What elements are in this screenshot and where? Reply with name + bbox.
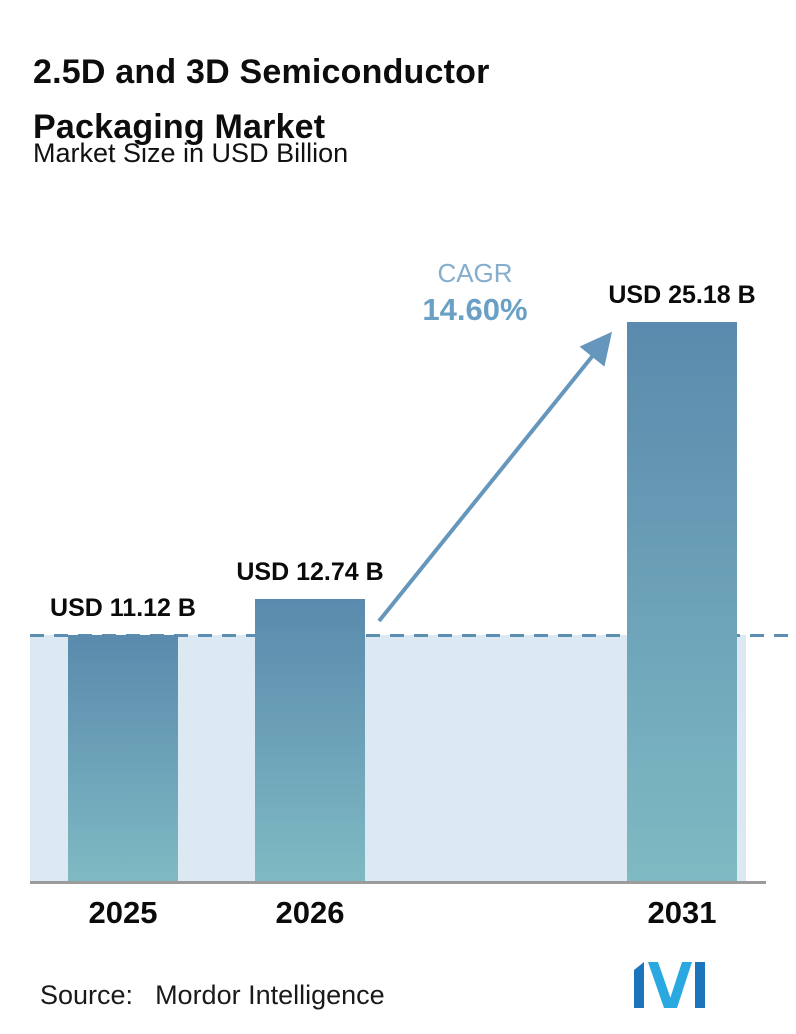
- dashed-reference-line: [30, 634, 788, 637]
- bar-2025: [68, 635, 178, 883]
- x-axis-label-2031: 2031: [647, 895, 717, 930]
- chart-subtitle: Market Size in USD Billion: [33, 138, 349, 168]
- source-value: Mordor Intelligence: [155, 980, 385, 1010]
- bar-2026: [255, 599, 365, 883]
- cagr-label: CAGR: [437, 258, 513, 288]
- x-axis-label-2026: 2026: [275, 895, 345, 930]
- bar-value-label: USD 12.74 B: [236, 558, 384, 586]
- chart-title: 2.5D and 3D Semiconductor Packaging Mark…: [33, 52, 490, 146]
- source-attribution: Source: Mordor Intelligence: [40, 980, 385, 1011]
- mordor-intelligence-logo: [634, 962, 705, 1008]
- cagr-value: 14.60%: [422, 292, 528, 327]
- cagr-annotation: CAGR 14.60%: [390, 258, 560, 328]
- bar-2031: [627, 322, 737, 883]
- x-axis-line: [30, 881, 766, 884]
- bar-value-label: USD 25.18 B: [608, 281, 756, 309]
- bar-value-label: USD 11.12 B: [50, 594, 196, 622]
- source-label: Source:: [40, 980, 134, 1010]
- x-axis-label-2025: 2025: [88, 895, 158, 930]
